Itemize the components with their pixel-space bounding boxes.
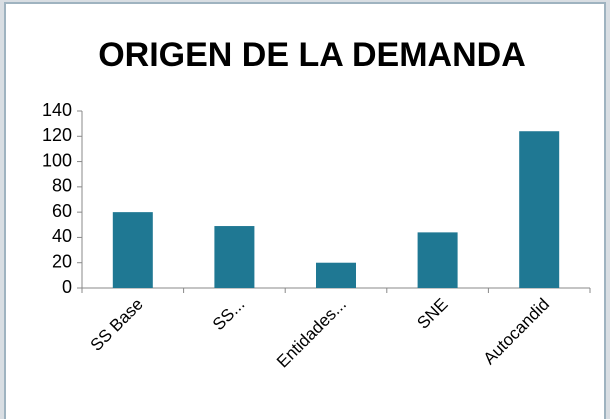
y-tick-label: 0 bbox=[62, 277, 72, 297]
chart-title: ORIGEN DE LA DEMANDA bbox=[98, 36, 526, 74]
y-tick-label: 100 bbox=[42, 150, 72, 170]
bar bbox=[112, 212, 153, 288]
bar bbox=[417, 232, 458, 288]
bar bbox=[519, 131, 560, 288]
y-tick-label: 20 bbox=[52, 251, 72, 271]
y-tick-label: 80 bbox=[52, 176, 72, 196]
y-tick-label: 140 bbox=[42, 100, 72, 120]
bar bbox=[214, 226, 255, 288]
chart-frame bbox=[4, 2, 606, 419]
bar bbox=[316, 262, 356, 288]
y-tick-label: 60 bbox=[52, 201, 72, 221]
y-tick-label: 40 bbox=[52, 226, 72, 246]
y-tick-label: 120 bbox=[42, 125, 72, 145]
